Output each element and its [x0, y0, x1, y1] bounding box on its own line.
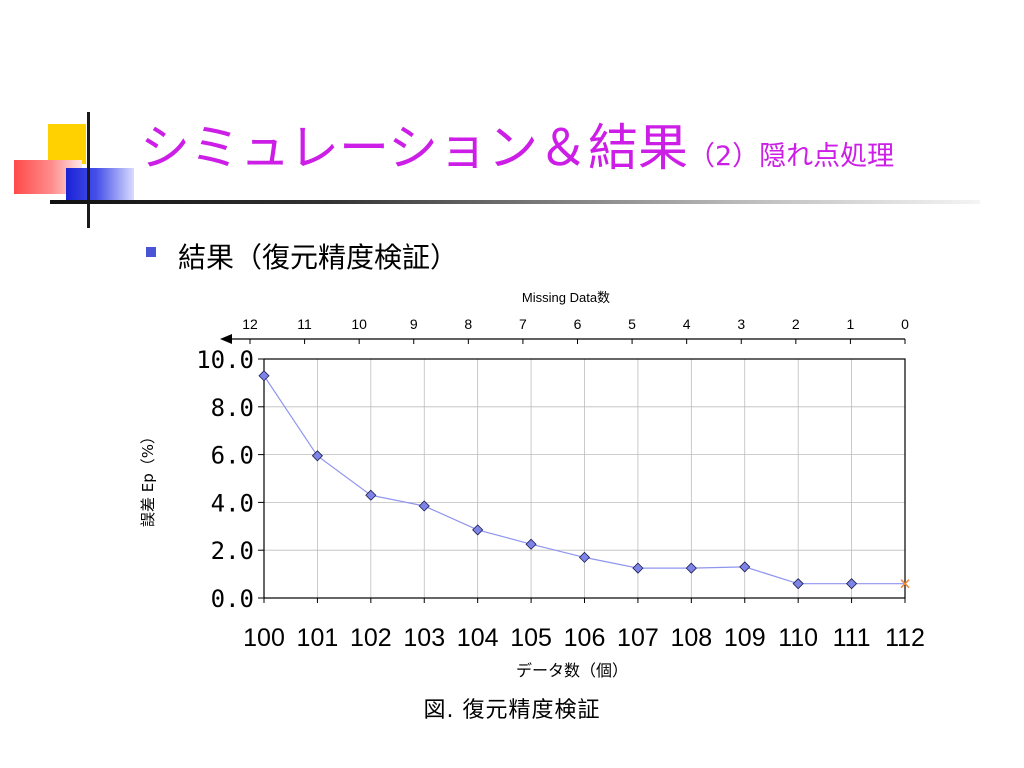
y-tick-label: 4.0: [211, 489, 254, 517]
data-point-marker: [258, 370, 270, 382]
slide-title-main: シミュレーション＆結果: [140, 119, 688, 177]
bullet-text: 結果（復元精度検証）: [178, 241, 459, 274]
top-axis-tick-label: 1: [847, 316, 855, 332]
x-tick-label: 101: [297, 624, 339, 652]
top-axis-tick-label: 11: [297, 316, 312, 332]
y-axis-ticks: 0.0 2.0 4.0 6.0 8.0 10.0: [196, 346, 264, 613]
x-tick-label: 100: [243, 624, 285, 652]
top-axis: 12 11 10 9 8 7 6 5 4 3 2 1 0: [220, 316, 909, 344]
x-tick-label: 106: [564, 624, 606, 652]
x-tick-label: 103: [403, 624, 445, 652]
chart-grid: [264, 359, 905, 598]
data-point-marker: [472, 524, 484, 536]
top-axis-tick-label: 8: [464, 316, 472, 332]
top-axis-tick-label: 3: [737, 316, 745, 332]
bullet-item: 結果（復元精度検証）: [146, 236, 458, 276]
top-axis-title: Missing Data数: [522, 290, 610, 305]
data-point-marker: [632, 562, 644, 574]
x-axis-title: データ数（個）: [516, 661, 628, 680]
y-tick-label: 8.0: [211, 394, 254, 422]
top-axis-tick-label: 9: [410, 316, 418, 332]
top-axis-tick-label: 6: [574, 316, 582, 332]
top-axis-tick-label: 10: [351, 316, 367, 332]
x-tick-label: 108: [670, 624, 712, 652]
x-tick-label: 109: [724, 624, 766, 652]
y-tick-label: 2.0: [211, 537, 254, 565]
top-axis-tick-label: 4: [683, 316, 691, 332]
data-point-marker: [846, 578, 858, 590]
data-point-marker: [578, 551, 591, 563]
top-axis-tick-label: 0: [901, 316, 909, 332]
data-point-marker: [311, 450, 323, 462]
y-tick-label: 0.0: [211, 585, 254, 613]
x-tick-label: 110: [778, 624, 818, 652]
x-axis-ticks: 100 101 102 103 104 105 106 107 108 109 110 111 112: [243, 598, 925, 652]
data-point-marker: [525, 538, 537, 550]
top-axis-tick-label: 2: [792, 316, 800, 332]
x-tick-label: 111: [833, 624, 871, 652]
data-point-marker: [739, 561, 751, 573]
y-axis-title: 誤差 Ep（%）: [139, 429, 157, 527]
data-point-marker: [365, 489, 377, 501]
slide-title: シミュレーション＆結果（2）隠れ点処理: [140, 118, 894, 187]
top-axis-tick-label: 7: [519, 316, 527, 332]
data-point-marker: [418, 500, 430, 512]
figure-caption: 図. 復元精度検証: [423, 698, 601, 723]
x-tick-label: 112: [885, 624, 925, 652]
decor-vertical-line: [87, 112, 90, 228]
title-underline: [50, 200, 980, 204]
y-tick-label: 10.0: [196, 346, 254, 374]
top-axis-tick-label: 12: [242, 316, 258, 332]
decor-yellow-square: [48, 124, 86, 164]
x-tick-label: 107: [617, 624, 659, 652]
x-tick-label: 105: [510, 624, 552, 652]
x-tick-label: 102: [350, 624, 392, 652]
data-point-marker: [792, 578, 804, 590]
series-markers: [258, 370, 910, 590]
slide-title-sub: （2）隠れ点処理: [688, 141, 895, 172]
x-tick-label: 104: [457, 624, 499, 652]
top-axis-tick-label: 5: [628, 316, 636, 332]
y-tick-label: 6.0: [211, 442, 254, 470]
data-point-x-marker: [900, 579, 910, 589]
bullet-square-icon: [146, 247, 156, 257]
data-point-marker: [685, 562, 697, 574]
decor-blue-gradient-bar: [66, 168, 134, 204]
top-axis-arrow-icon: [220, 334, 232, 344]
